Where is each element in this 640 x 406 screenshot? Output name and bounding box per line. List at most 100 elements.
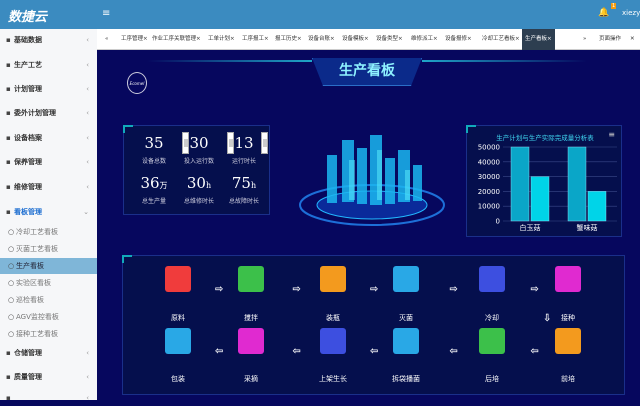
arrow-right-icon: ⇨	[449, 284, 458, 295]
gear-icon: ▪	[6, 394, 11, 402]
close-all-icon[interactable]: ✕	[630, 36, 635, 42]
book-icon: ○	[8, 262, 15, 270]
page-title: 生产看板	[312, 58, 422, 86]
notification-badge: 1	[611, 3, 617, 9]
stat-label: 设备总数	[141, 158, 166, 165]
process-label: 前培	[561, 375, 575, 383]
stat-number: 30	[189, 134, 209, 152]
clock-icon: ○	[8, 313, 15, 321]
stat-unit: h	[250, 181, 257, 190]
sidebar-item-6[interactable]: ▪ 维修管理 ‹	[0, 179, 97, 195]
process-label: 冷却	[485, 314, 499, 322]
tab-0[interactable]: 工序管理×	[121, 36, 148, 42]
stat-value: 13	[224, 134, 264, 152]
sidebar-item-4[interactable]: ▪ 设备档案 ‹	[0, 130, 97, 146]
chart-menu-icon[interactable]: ≡	[608, 130, 615, 139]
stat-value: 75h	[224, 174, 264, 192]
tab-5[interactable]: 设备台账×	[308, 36, 335, 42]
sidebar-item-label: 生产工艺	[14, 61, 42, 69]
sidebar-item-label: 仓储管理	[14, 349, 42, 357]
sidebar-item-5[interactable]: ▪ 保养管理 ‹	[0, 154, 97, 170]
sidebar-item-label: 维修管理	[14, 183, 42, 191]
tab-3[interactable]: 工序报工×	[242, 36, 269, 42]
process-icon-7	[479, 328, 505, 354]
tab-11[interactable]: 生产看板×	[522, 29, 555, 50]
sidebar-item-3[interactable]: ▪ 委外计划管理 ‹	[0, 105, 97, 121]
sidebar-subitem-6[interactable]: ○ 接种工艺看板	[0, 326, 97, 342]
sidebar-item-label: 委外计划管理	[14, 109, 56, 117]
sidebar-item-0[interactable]: ▪ 基础数据 ‹	[0, 32, 97, 48]
circle-icon: ○	[8, 245, 15, 253]
box-icon: ▪	[6, 134, 11, 142]
print-icon: ▪	[6, 183, 11, 191]
sidebar-item-7[interactable]: ▪ 看板管理 ⌄	[0, 204, 97, 220]
bell-icon[interactable]: 🔔	[598, 8, 610, 18]
process-label: 原料	[171, 314, 185, 322]
signature-icon: ▪	[6, 373, 11, 381]
chevron-left-icon: ‹	[86, 85, 89, 93]
stat-value: 30	[179, 134, 219, 152]
company-emblem: Ecomel	[127, 72, 147, 94]
tab-bar: « 工序管理× 作业工序关联管理× 工单计划× 工序报工× 报工历史× 设备台账× 设备模板×…	[97, 29, 640, 50]
sidebar-subitem-5[interactable]: ○ AGV监控看板	[0, 309, 97, 325]
sidebar-subitem-2[interactable]: ○ 生产看板	[0, 258, 97, 274]
sidebar-item-10[interactable]: ▪ ‹	[0, 390, 97, 406]
sidebar-item-8[interactable]: ▪ 仓储管理 ‹	[0, 345, 97, 361]
sidebar-subitem-label: 巡检看板	[16, 296, 44, 304]
stat-4: 30h 总维修时长	[179, 174, 219, 205]
stat-label: 总生产量	[141, 198, 166, 205]
tab-2[interactable]: 工单计划×	[208, 36, 235, 42]
tab-6[interactable]: 设备模板×	[342, 36, 369, 42]
stat-0: 35 设备总数	[134, 134, 174, 165]
sidebar-subitem-4[interactable]: ○ 巡检看板	[0, 292, 97, 308]
sidebar-subitem-3[interactable]: ○ 实验区看板	[0, 275, 97, 291]
sidebar-subitem-label: 冷却工艺看板	[16, 228, 58, 236]
stat-3: 36万总生产量	[134, 174, 174, 205]
page-ops-button[interactable]: 页面操作	[599, 36, 622, 42]
tab-1[interactable]: 作业工序关联管理×	[152, 36, 201, 42]
sidebar-item-label: 质量管理	[14, 373, 42, 381]
stat-2: 13 运行时长	[224, 134, 264, 165]
tab-8[interactable]: 维修派工×	[411, 36, 438, 42]
process-icon-3	[393, 266, 419, 292]
scroll-spinner[interactable]	[261, 132, 268, 154]
process-label: 采摘	[244, 375, 258, 383]
tab-7[interactable]: 设备类型×	[376, 36, 403, 42]
sidebar-subitem-0[interactable]: ○ 冷却工艺看板	[0, 224, 97, 240]
arrow-left-icon: ⇦	[530, 346, 539, 357]
arrow-left-icon: ⇦	[370, 346, 379, 357]
tab-prev-button[interactable]: «	[105, 36, 109, 42]
sidebar-item-2[interactable]: ▪ 计划管理 ‹	[0, 81, 97, 97]
calendar-icon: ▪	[6, 158, 11, 166]
y-tick-label: 30000	[478, 173, 500, 181]
sidebar-item-label: 基础数据	[14, 36, 42, 44]
scroll-spinner[interactable]	[227, 132, 234, 154]
sidebar-subitem-label: 实验区看板	[16, 279, 51, 287]
stat-number: 36	[140, 174, 160, 192]
snowflake-icon: ○	[8, 228, 15, 236]
stat-value: 35	[134, 134, 174, 152]
stat-number: 35	[144, 134, 164, 152]
document-icon: ▪	[6, 85, 11, 93]
bottle-icon: ○	[8, 330, 15, 338]
sidebar-subitem-1[interactable]: ○ 灭菌工艺看板	[0, 241, 97, 257]
y-tick-label: 40000	[478, 158, 500, 166]
tab-10[interactable]: 冷却工艺看板×	[482, 36, 520, 42]
stat-value: 36万	[134, 174, 174, 192]
sidebar-item-1[interactable]: ▪ 生产工艺 ‹	[0, 57, 97, 73]
process-label: 拆袋播菌	[392, 375, 420, 383]
sidebar-item-9[interactable]: ▪ 质量管理 ‹	[0, 369, 97, 385]
stat-number: 13	[234, 134, 254, 152]
arrow-down-icon: ⇩	[543, 313, 552, 324]
sidebar-subitem-label: 生产看板	[16, 262, 44, 270]
tab-9[interactable]: 设备报修×	[445, 36, 472, 42]
bar-chart: 0 10000 20000 30000 40000 50000 白玉菇 蟹味菇	[478, 144, 617, 232]
user-menu[interactable]: xiezy	[622, 9, 640, 17]
chevron-left-icon: ‹	[86, 183, 89, 191]
scroll-spinner[interactable]	[182, 132, 189, 154]
y-tick-label: 0	[496, 218, 500, 226]
tab-next-button[interactable]: »	[583, 36, 587, 42]
tab-4[interactable]: 报工历史×	[275, 36, 302, 42]
hamburger-icon[interactable]: ≡	[102, 8, 111, 19]
stat-label: 总故障时长	[228, 198, 259, 205]
